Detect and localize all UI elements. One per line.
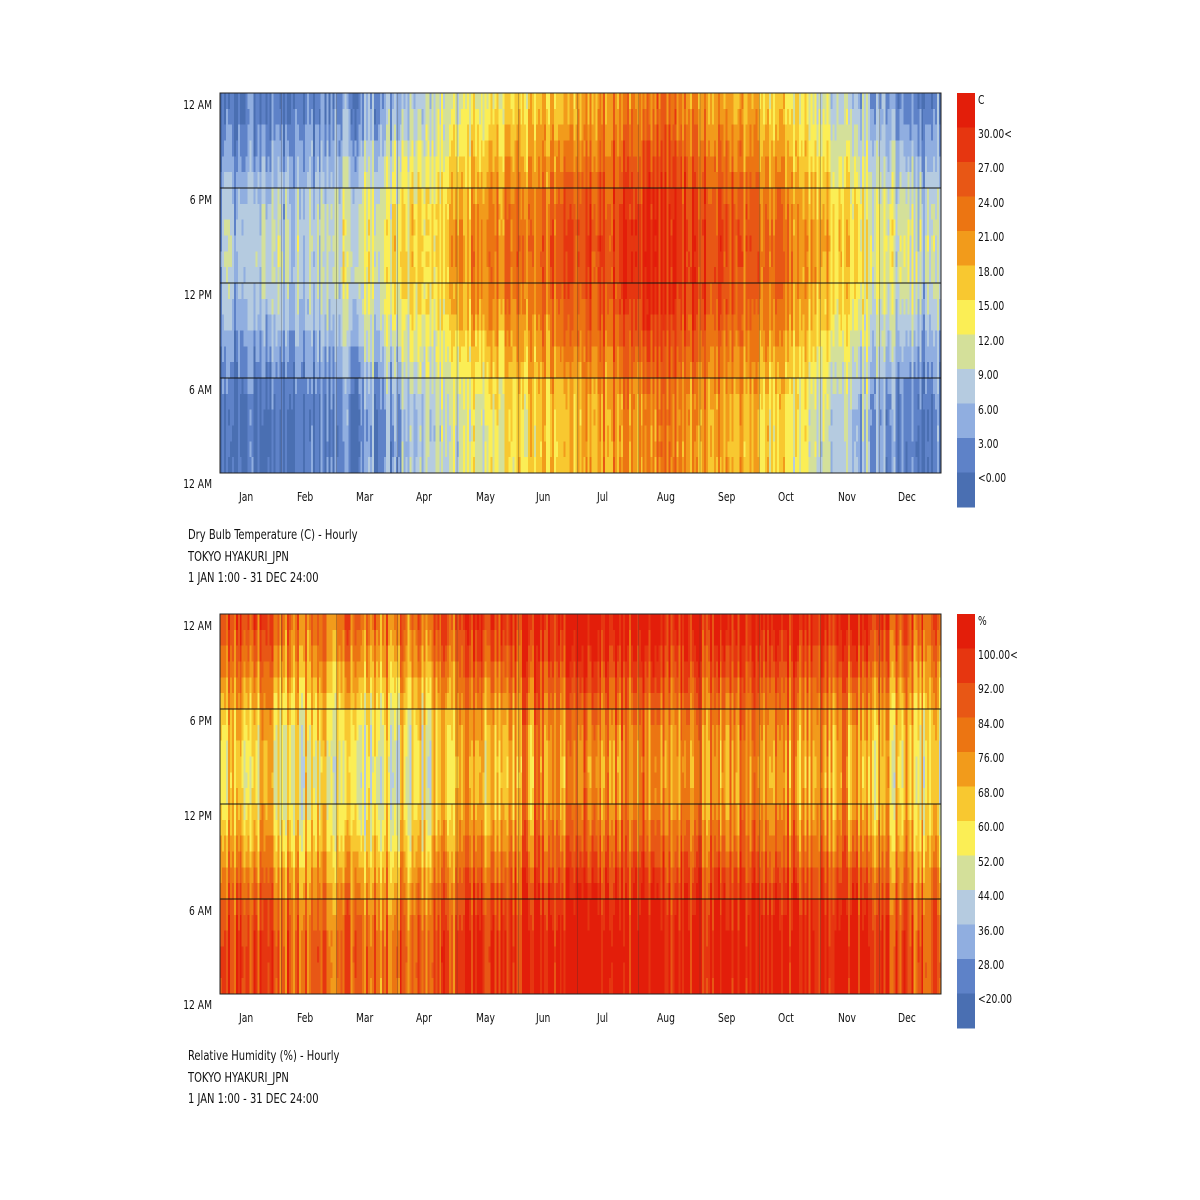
chart-period: 1 JAN 1:00 - 31 DEC 24:00 xyxy=(188,570,319,586)
legend-swatch xyxy=(957,438,975,473)
month-label-mar: Mar xyxy=(356,490,374,504)
month-label-may: May xyxy=(476,1011,495,1025)
month-label-jun: Jun xyxy=(536,1011,551,1025)
month-label-jul: Jul xyxy=(597,1011,609,1025)
chart-caption: Dry Bulb Temperature (C) - Hourly TOKYO … xyxy=(188,525,358,590)
legend-swatch xyxy=(957,786,975,822)
month-label-dec: Dec xyxy=(898,490,916,504)
legend-unit: % xyxy=(978,614,987,628)
month-label-nov: Nov xyxy=(838,490,856,504)
legend-label: <0.00 xyxy=(978,471,1007,485)
legend-swatch xyxy=(957,752,975,787)
legend-swatch xyxy=(957,162,975,197)
month-label-oct: Oct xyxy=(778,1011,794,1025)
month-label-feb: Feb xyxy=(297,1011,314,1025)
legend-swatch xyxy=(957,683,975,718)
y-tick-label: 6 PM xyxy=(189,714,212,728)
legend-label: 92.00 xyxy=(978,682,1005,696)
legend-label: 100.00< xyxy=(978,648,1018,662)
legend-swatch xyxy=(957,300,975,335)
legend-label: 52.00 xyxy=(978,855,1005,869)
legend-swatch xyxy=(957,334,975,370)
legend-swatch xyxy=(957,821,975,856)
humidity-chart-panel: 12 AM 6 PM 12 PM 6 AM 12 AM Jan Feb Mar … xyxy=(0,521,1200,1107)
legend-swatch xyxy=(957,614,975,649)
chart-title: Dry Bulb Temperature (C) - Hourly xyxy=(188,527,358,543)
legend-label: 24.00 xyxy=(978,196,1005,210)
legend-label: 18.00 xyxy=(978,265,1005,279)
legend-label: 84.00 xyxy=(978,717,1005,731)
legend-swatch xyxy=(957,959,975,994)
chart-title: Relative Humidity (%) - Hourly xyxy=(188,1048,340,1064)
legend-swatch xyxy=(957,265,975,301)
legend-label: 12.00 xyxy=(978,334,1005,348)
humidity-heatmap xyxy=(219,613,975,1029)
legend-label: 15.00 xyxy=(978,299,1005,313)
chart-location: TOKYO HYAKURI_JPN xyxy=(188,548,289,565)
legend-swatch xyxy=(957,717,975,753)
legend-swatch xyxy=(957,196,975,232)
plot-frame xyxy=(219,613,942,995)
month-label-feb: Feb xyxy=(297,490,314,504)
heatmap-cells xyxy=(220,614,942,995)
legend-label: 44.00 xyxy=(978,889,1005,903)
legend-unit: C xyxy=(978,93,985,107)
legend-swatch xyxy=(957,369,975,404)
heatmap-cells xyxy=(220,93,942,474)
month-label-jul: Jul xyxy=(597,490,609,504)
month-label-aug: Aug xyxy=(657,1011,675,1025)
month-label-sep: Sep xyxy=(718,490,736,504)
legend-label: 30.00< xyxy=(978,127,1012,141)
month-label-oct: Oct xyxy=(778,490,794,504)
month-label-may: May xyxy=(476,490,495,504)
legend-label: 36.00 xyxy=(978,924,1005,938)
month-label-aug: Aug xyxy=(657,490,675,504)
month-label-mar: Mar xyxy=(356,1011,374,1025)
month-label-apr: Apr xyxy=(416,1011,432,1025)
legend-label: 60.00 xyxy=(978,820,1005,834)
month-label-dec: Dec xyxy=(898,1011,916,1025)
chart-location: TOKYO HYAKURI_JPN xyxy=(188,1069,289,1086)
legend-swatch xyxy=(957,993,975,1029)
legend-swatch xyxy=(957,890,975,925)
y-tick-label: 12 AM xyxy=(183,477,212,491)
y-tick-label: 6 PM xyxy=(189,193,212,207)
y-tick-label: 12 AM xyxy=(183,619,212,633)
y-tick-label: 12 PM xyxy=(183,288,212,302)
legend-swatch xyxy=(957,924,975,960)
legend-swatch xyxy=(957,855,975,891)
legend-label: <20.00 xyxy=(978,992,1012,1006)
chart-period: 1 JAN 1:00 - 31 DEC 24:00 xyxy=(188,1091,319,1107)
legend-label: 76.00 xyxy=(978,751,1005,765)
legend-swatch xyxy=(957,472,975,508)
y-tick-label: 12 AM xyxy=(183,998,212,1012)
y-tick-label: 12 AM xyxy=(183,98,212,112)
y-tick-label: 12 PM xyxy=(183,809,212,823)
temperature-chart-panel: 12 AM 6 PM 12 PM 6 AM 12 AM Jan Feb Mar … xyxy=(0,0,1200,586)
legend-swatch xyxy=(957,231,975,266)
legend-swatch xyxy=(957,403,975,439)
chart-caption: Relative Humidity (%) - Hourly TOKYO HYA… xyxy=(188,1046,339,1111)
month-label-jan: Jan xyxy=(239,490,254,504)
plot-frame xyxy=(219,92,942,474)
legend-label: 28.00 xyxy=(978,958,1005,972)
month-label-sep: Sep xyxy=(718,1011,736,1025)
y-tick-label: 6 AM xyxy=(189,904,212,918)
legend-label: 27.00 xyxy=(978,161,1005,175)
month-label-nov: Nov xyxy=(838,1011,856,1025)
legend-swatch xyxy=(957,648,975,684)
legend-swatch xyxy=(957,127,975,163)
temperature-heatmap xyxy=(219,92,975,508)
legend-label: 6.00 xyxy=(978,403,999,417)
month-label-jun: Jun xyxy=(536,490,551,504)
legend-label: 9.00 xyxy=(978,368,999,382)
legend-label: 3.00 xyxy=(978,437,999,451)
legend-label: 68.00 xyxy=(978,786,1005,800)
legend-swatch xyxy=(957,93,975,128)
y-tick-label: 6 AM xyxy=(189,383,212,397)
month-label-jan: Jan xyxy=(239,1011,254,1025)
month-label-apr: Apr xyxy=(416,490,432,504)
legend-label: 21.00 xyxy=(978,230,1005,244)
